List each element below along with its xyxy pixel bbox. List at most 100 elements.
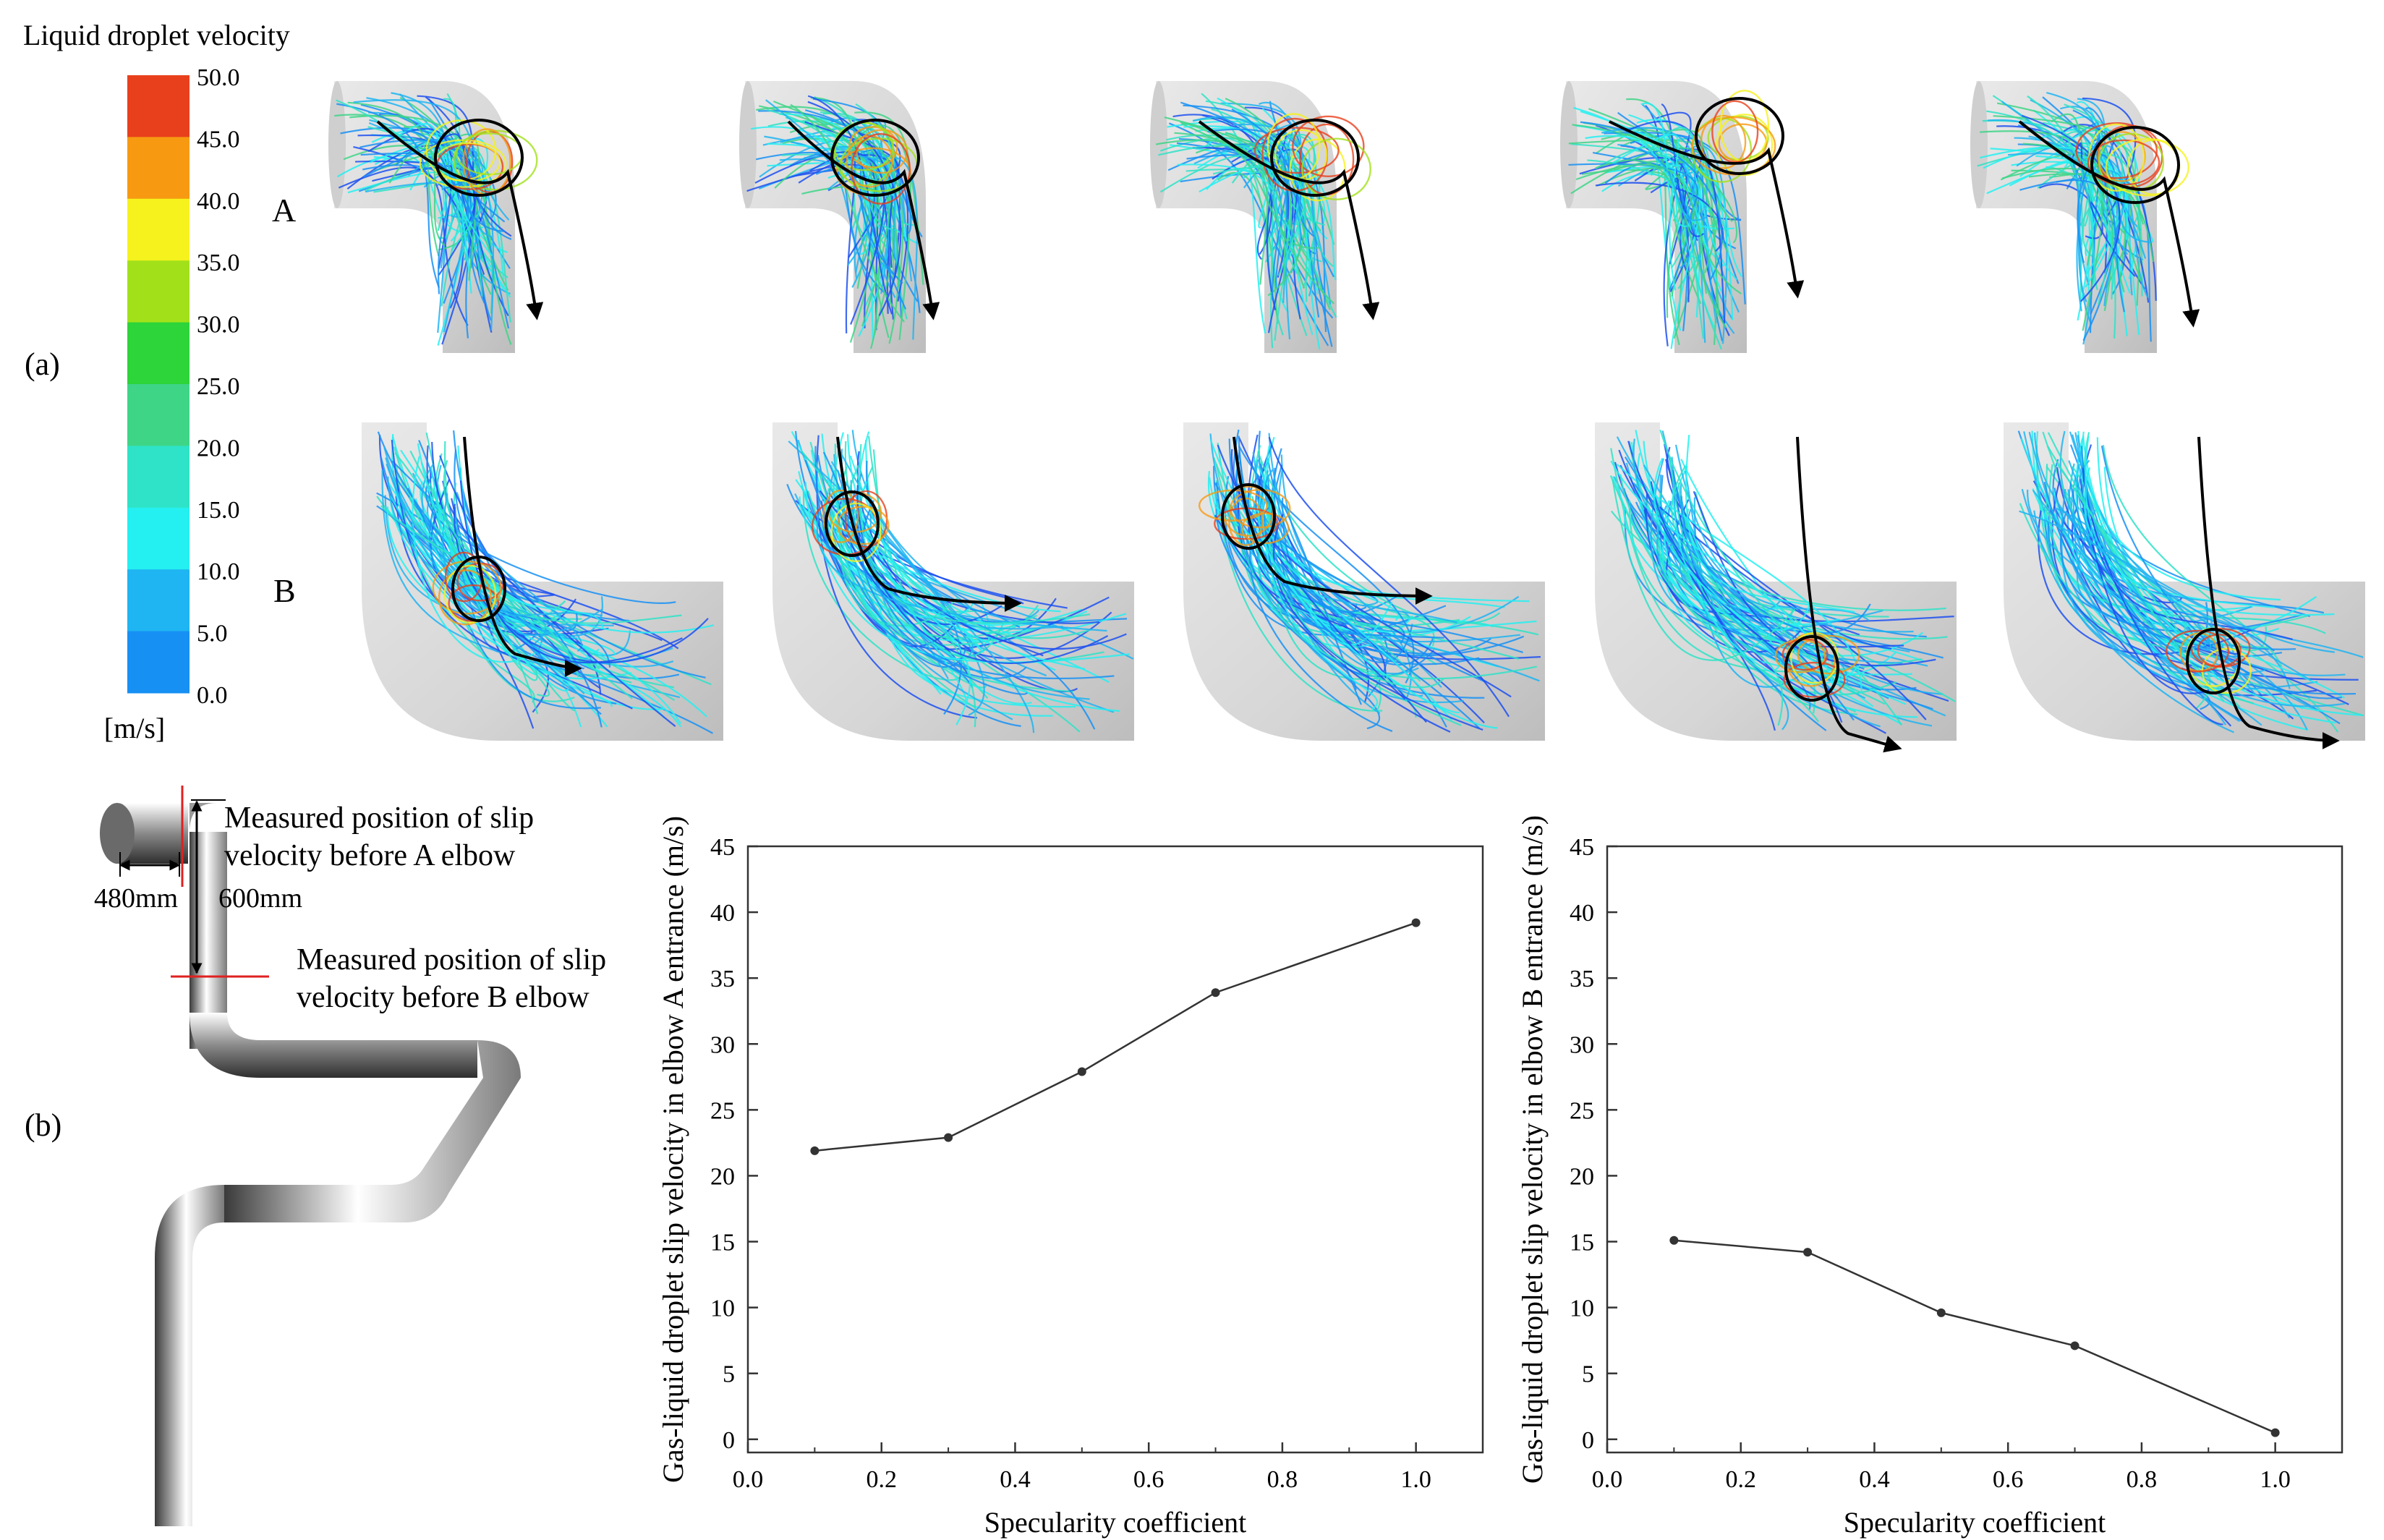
x-axis-label: Specularity coefficient bbox=[1844, 1506, 2106, 1539]
colorbar-tick: 35.0 bbox=[197, 250, 240, 276]
y-axis-label: Gas-liquid droplet slip velocity in elbo… bbox=[657, 816, 689, 1483]
colorbar-band bbox=[127, 137, 190, 200]
elbow-a-panel bbox=[1970, 81, 2200, 353]
panel-label-a: (a) bbox=[25, 346, 60, 382]
x-tick-label: 0.0 bbox=[733, 1466, 764, 1493]
colorbar-tick: 20.0 bbox=[197, 435, 240, 461]
diagonal-pipe bbox=[224, 1040, 521, 1222]
colorbar-tick: 0.0 bbox=[197, 682, 228, 709]
x-tick-label: 1.0 bbox=[2260, 1466, 2291, 1493]
plot-frame bbox=[746, 845, 1484, 1454]
downcomer-pipe bbox=[155, 1185, 224, 1526]
y-tick-label: 35 bbox=[1570, 966, 1594, 992]
data-point bbox=[1936, 1308, 1946, 1317]
x-tick-label: 0.2 bbox=[1725, 1466, 1756, 1493]
elbow-b-panel bbox=[1183, 422, 1545, 741]
elbow-pipe-body bbox=[2004, 422, 2365, 741]
data-point bbox=[1211, 988, 1220, 997]
y-tick-label: 10 bbox=[710, 1296, 735, 1322]
x-tick-label: 0.8 bbox=[2127, 1466, 2158, 1493]
elbow-pipe-body bbox=[1183, 422, 1545, 741]
inlet-opening bbox=[100, 803, 135, 864]
colorbar-tick: 25.0 bbox=[197, 373, 240, 400]
colorbar-tick: 45.0 bbox=[197, 126, 240, 153]
elbow-a-panel bbox=[739, 81, 940, 353]
y-axis-label: Gas-liquid droplet slip velocity in elbo… bbox=[1516, 815, 1549, 1484]
y-tick-label: 30 bbox=[710, 1031, 735, 1058]
elbow-b-panel bbox=[362, 422, 723, 741]
colorbar-title: Liquid droplet velocity bbox=[23, 19, 290, 51]
colorbar-band bbox=[127, 569, 190, 632]
colorbar-band bbox=[127, 198, 190, 261]
y-tick-label: 0 bbox=[1582, 1427, 1594, 1454]
x-tick-label: 0.4 bbox=[1859, 1466, 1890, 1493]
y-tick-label: 10 bbox=[1570, 1296, 1594, 1322]
series-line bbox=[1674, 1239, 2276, 1434]
elbow-b-panel bbox=[1595, 422, 1957, 753]
y-tick-label: 45 bbox=[1570, 834, 1594, 861]
elbow-a-panel bbox=[1150, 81, 1380, 353]
x-tick-label: 0.6 bbox=[1993, 1466, 2024, 1493]
pipeline-schematic: 480mm 600mm Measured position of slip ve… bbox=[94, 786, 606, 1526]
label-b-line2: velocity before B elbow bbox=[297, 981, 589, 1014]
x-tick-label: 0.0 bbox=[1592, 1466, 1623, 1493]
colorbar-band bbox=[127, 75, 190, 137]
colorbar-tick: 5.0 bbox=[197, 621, 228, 647]
y-tick-label: 20 bbox=[710, 1163, 735, 1190]
colorbar-unit: [m/s] bbox=[104, 712, 165, 744]
row-label-b: B bbox=[273, 572, 296, 609]
data-point bbox=[1077, 1067, 1086, 1076]
chart-elbow-b: 0 5 10 15 20 25 30 35 40 45 0.0 0.2 0.4 0.6 0.8 1.0 Spec… bbox=[1516, 815, 2343, 1539]
colorbar-tick: 30.0 bbox=[197, 312, 240, 339]
plot-frame bbox=[1606, 845, 2343, 1454]
x-tick-label: 1.0 bbox=[1400, 1466, 1431, 1493]
y-tick-label: 15 bbox=[1570, 1230, 1594, 1256]
y-tick-label: 25 bbox=[1570, 1097, 1594, 1124]
data-point bbox=[1803, 1248, 1813, 1257]
label-a-line1: Measured position of slip bbox=[224, 801, 534, 835]
colorbar-tick: 50.0 bbox=[197, 64, 240, 91]
panel-label-b: (b) bbox=[25, 1107, 61, 1143]
elbow-a-panel bbox=[1560, 81, 1805, 353]
x-axis-label: Specularity coefficient bbox=[984, 1506, 1246, 1539]
x-tick-label: 0.2 bbox=[866, 1466, 897, 1493]
data-point bbox=[1669, 1235, 1679, 1245]
elbow-a-streamline-row bbox=[328, 81, 2200, 353]
label-a-line2: velocity before A elbow bbox=[224, 839, 516, 872]
y-tick-label: 30 bbox=[1570, 1031, 1594, 1058]
elbow-b-streamline-row bbox=[362, 422, 2365, 753]
colorbar-tick: 40.0 bbox=[197, 188, 240, 215]
colorbar-band bbox=[127, 260, 190, 323]
elbow-b-panel bbox=[772, 422, 1134, 741]
colorbar-band bbox=[127, 446, 190, 509]
data-point bbox=[2270, 1428, 2280, 1437]
x-tick-label: 0.6 bbox=[1133, 1466, 1165, 1493]
elbow-a-panel bbox=[328, 81, 544, 353]
y-tick-label: 25 bbox=[710, 1097, 735, 1124]
y-tick-label: 15 bbox=[710, 1230, 735, 1256]
y-tick-label: 40 bbox=[1570, 900, 1594, 927]
elbow-pipe-body bbox=[362, 422, 723, 741]
y-tick-label: 35 bbox=[710, 966, 735, 992]
data-point bbox=[2070, 1341, 2079, 1350]
colorbar-band bbox=[127, 631, 190, 694]
dimension-600mm-label: 600mm bbox=[218, 883, 302, 914]
colorbar-tick: 15.0 bbox=[197, 497, 240, 524]
colorbar: 50.0 45.0 40.0 35.0 30.0 25.0 20.0 15.0 10.0 5.0 0… bbox=[127, 64, 240, 709]
y-tick-label: 0 bbox=[723, 1427, 735, 1454]
colorbar-band bbox=[127, 322, 190, 385]
x-tick-label: 0.8 bbox=[1267, 1466, 1298, 1493]
x-tick-label: 0.4 bbox=[1000, 1466, 1031, 1493]
elbow-b-panel bbox=[2004, 422, 2365, 749]
y-tick-label: 5 bbox=[1582, 1361, 1594, 1388]
chart-elbow-a: 0 5 10 15 20 25 30 35 40 45 0.0 0.2 0.4 0.6 0.8 1.0 Spec… bbox=[657, 816, 1484, 1539]
elbow-b-pipe bbox=[190, 1013, 477, 1078]
y-tick-label: 5 bbox=[723, 1361, 735, 1388]
y-tick-label: 45 bbox=[710, 834, 735, 861]
colorbar-band bbox=[127, 384, 190, 446]
y-tick-label: 20 bbox=[1570, 1163, 1594, 1190]
data-point bbox=[944, 1133, 953, 1142]
dimension-480mm-label: 480mm bbox=[94, 883, 178, 914]
colorbar-tick: 10.0 bbox=[197, 558, 240, 585]
